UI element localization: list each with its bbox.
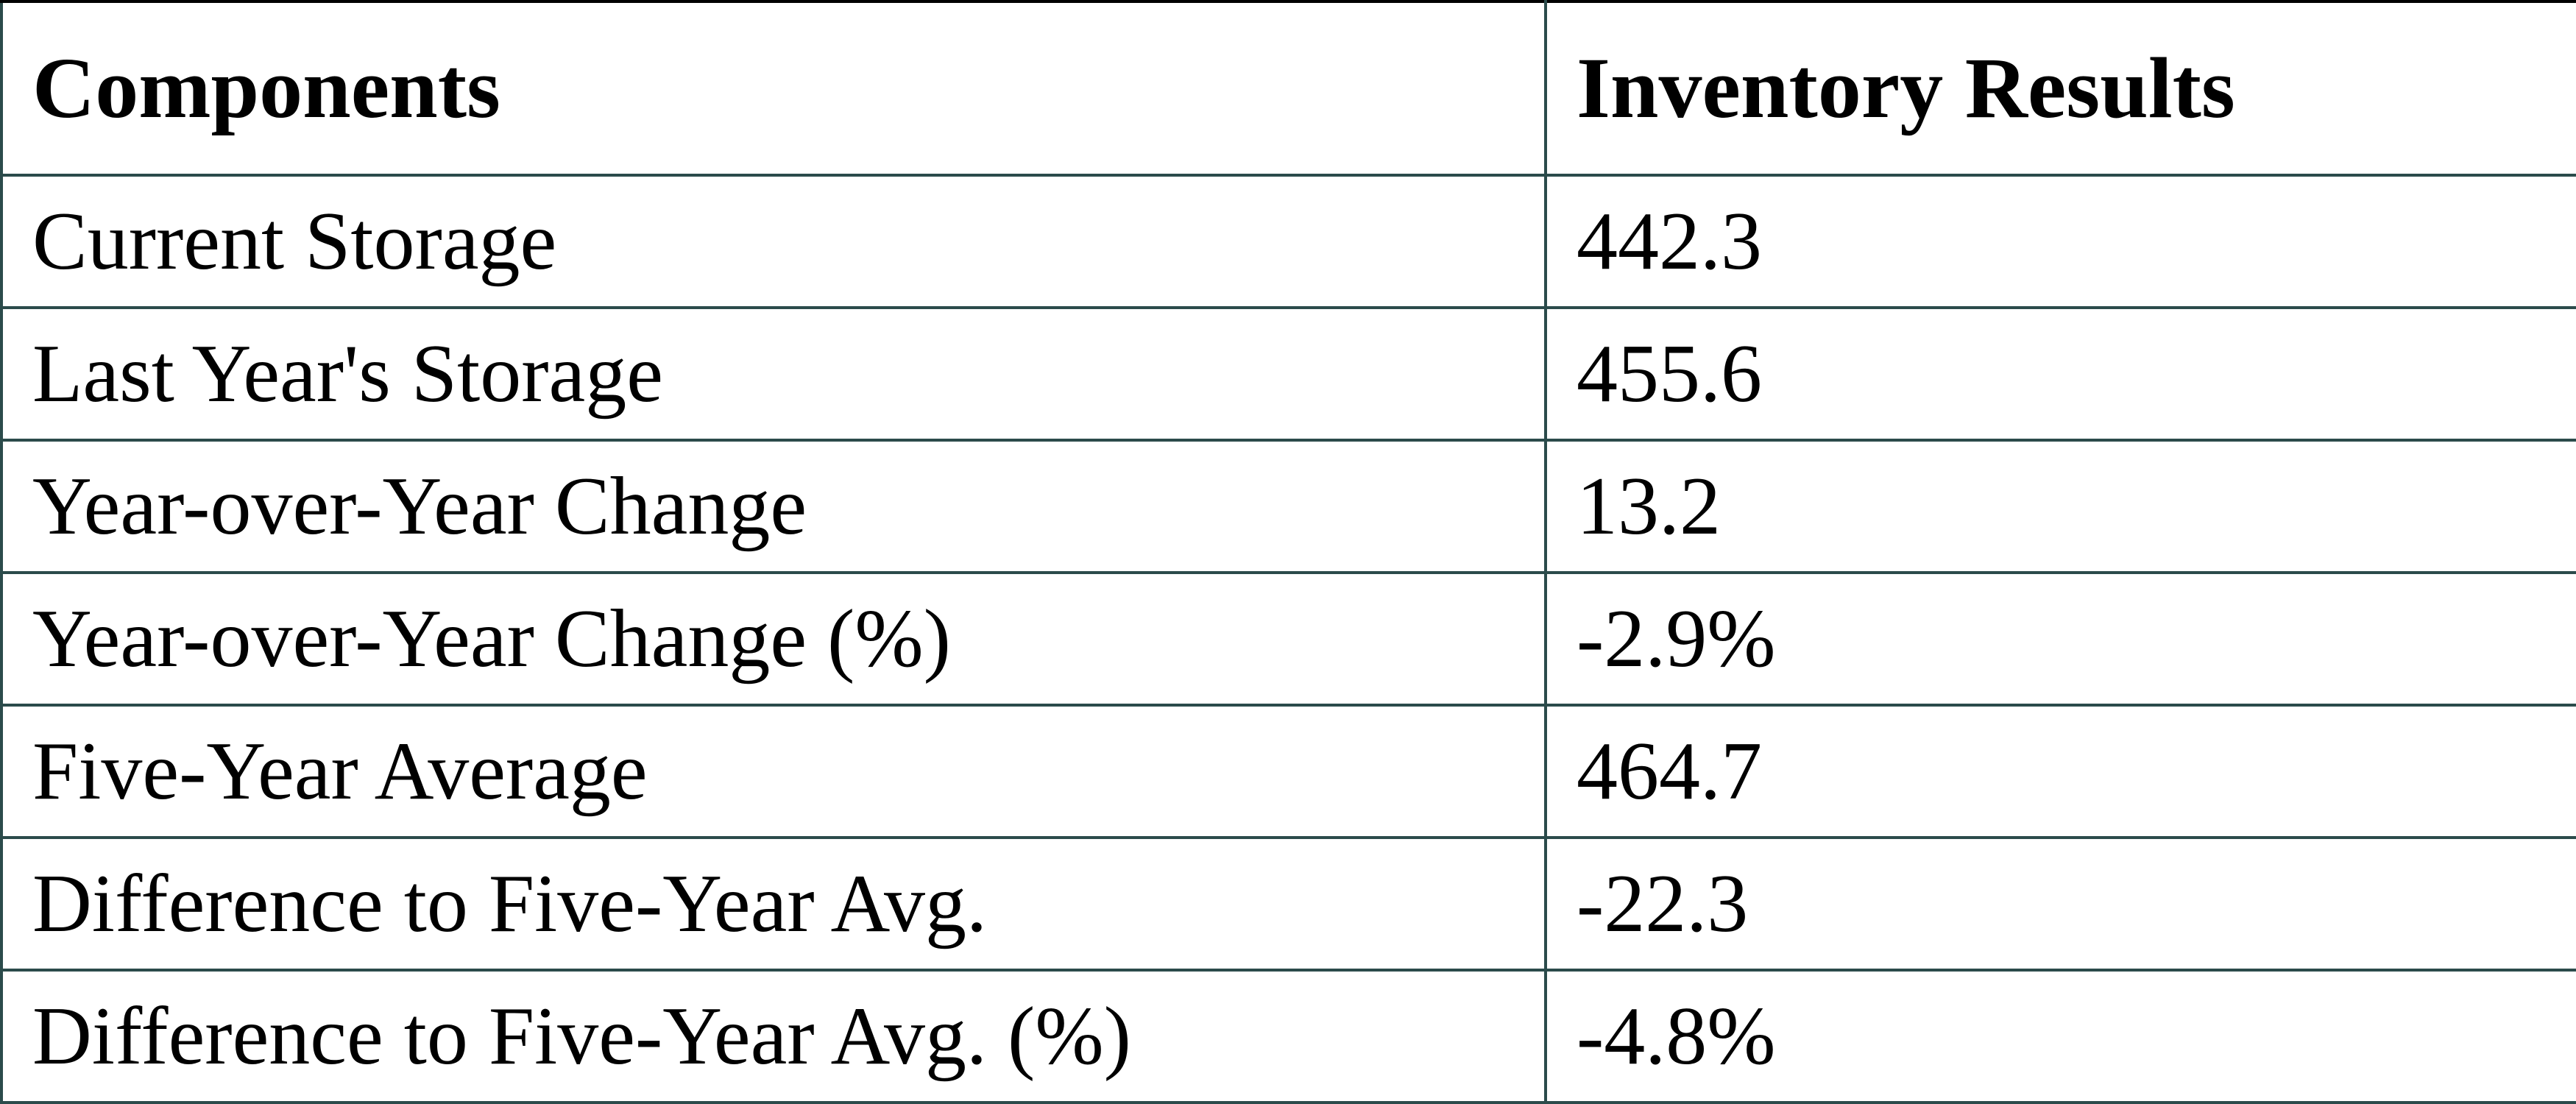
component-cell: Year-over-Year Change (%) xyxy=(0,571,1547,707)
table-row: Year-over-Year Change (%) -2.9% xyxy=(0,571,2576,707)
component-cell: Five-Year Average xyxy=(0,704,1547,839)
result-cell: 442.3 xyxy=(1544,174,2576,309)
result-cell: 455.6 xyxy=(1544,306,2576,442)
header-cell: Inventory Results xyxy=(1544,0,2576,177)
header-row: Components Inventory Results xyxy=(0,0,2576,177)
component-cell: Year-over-Year Change xyxy=(0,439,1547,574)
header-cell: Components xyxy=(0,0,1547,177)
table-row: Current Storage 442.3 xyxy=(0,174,2576,309)
table-row: Difference to Five-Year Avg. -22.3 xyxy=(0,836,2576,972)
component-cell: Difference to Five-Year Avg. xyxy=(0,836,1547,972)
table-row: Difference to Five-Year Avg. (%) -4.8% xyxy=(0,969,2576,1104)
table-header: Components Inventory Results xyxy=(0,0,2576,177)
table-row: Five-Year Average 464.7 xyxy=(0,704,2576,839)
table-body: Current Storage 442.3 Last Year's Storage 4… xyxy=(0,174,2576,1104)
component-cell: Current Storage xyxy=(0,174,1547,309)
table-row: Year-over-Year Change 13.2 xyxy=(0,439,2576,574)
result-cell: 13.2 xyxy=(1544,439,2576,574)
result-cell: -2.9% xyxy=(1544,571,2576,707)
component-cell: Difference to Five-Year Avg. (%) xyxy=(0,969,1547,1104)
result-cell: -4.8% xyxy=(1544,969,2576,1104)
component-cell: Last Year's Storage xyxy=(0,306,1547,442)
table-row: Last Year's Storage 455.6 xyxy=(0,306,2576,442)
result-cell: 464.7 xyxy=(1544,704,2576,839)
result-cell: -22.3 xyxy=(1544,836,2576,972)
